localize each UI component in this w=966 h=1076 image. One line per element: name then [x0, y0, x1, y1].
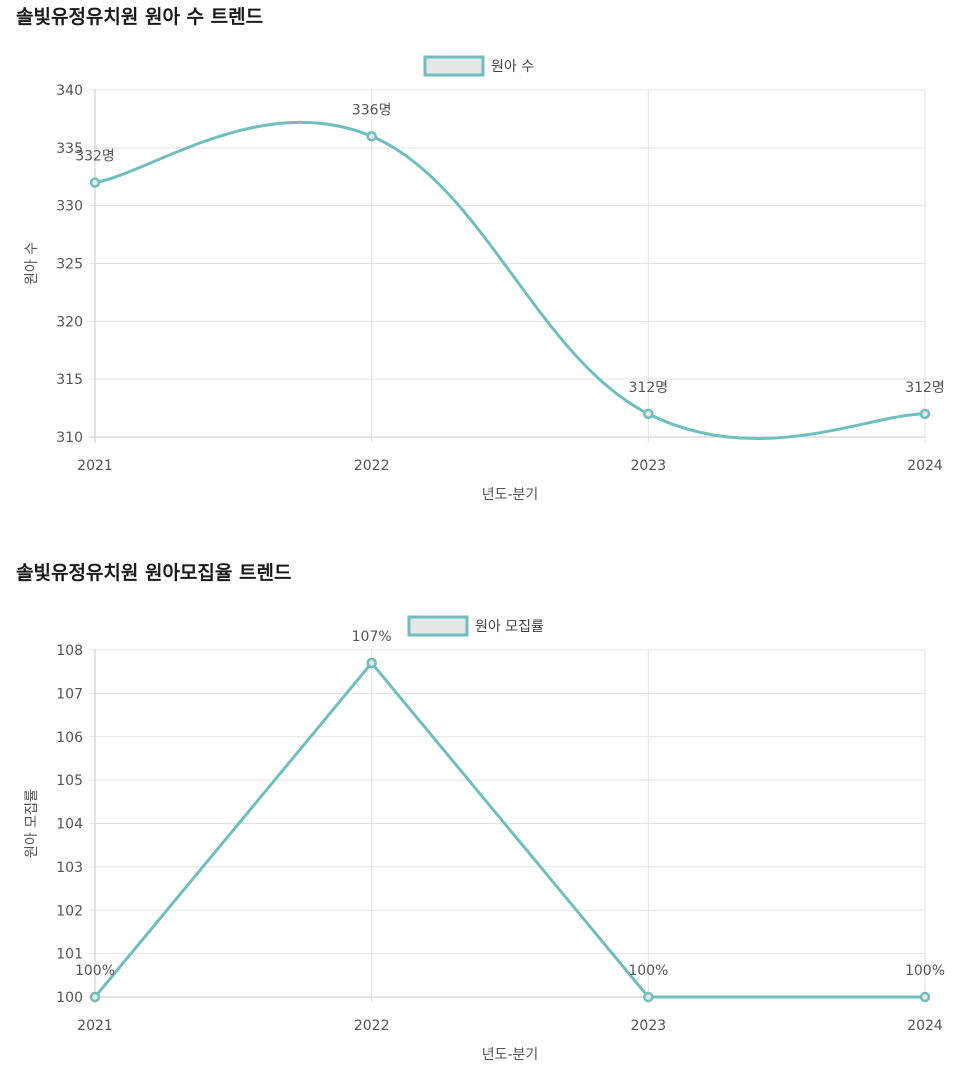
- x-tick-label: 2022: [354, 458, 390, 474]
- enrollment-count-chart: 솔빛유정유치원 원아 수 트렌드 340 335 330 325 320 315 310 20…: [16, 6, 945, 503]
- data-point: [366, 657, 377, 669]
- enrollment-rate-chart: 솔빛유정유치원 원아모집율 트렌드 108 107 106 105 104 103 102 1…: [0, 556, 966, 1076]
- y-tick-label: 108: [56, 643, 83, 659]
- y-tick-label: 103: [56, 860, 83, 876]
- data-label: 100%: [628, 963, 668, 979]
- data-point: [366, 131, 377, 142]
- x-tick-label: 2023: [631, 1018, 667, 1034]
- y-axis-title: 원아 수: [24, 242, 40, 285]
- data-label: 336명: [352, 102, 392, 118]
- chart-title: 솔빛유정유치원 원아모집율 트렌드: [16, 562, 292, 584]
- data-label: 107%: [352, 629, 392, 645]
- x-tick-label: 2024: [907, 1018, 943, 1034]
- x-tick-label: 2023: [631, 458, 667, 474]
- legend-swatch: [423, 55, 485, 77]
- x-tick-label: 2021: [77, 458, 113, 474]
- y-tick-label: 100: [56, 990, 83, 1006]
- legend-label: 원아 모집률: [475, 619, 544, 635]
- data-label: 100%: [905, 963, 945, 979]
- data-label: 332명: [75, 149, 115, 165]
- chart-title: 솔빛유정유치원 원아 수 트렌드: [16, 6, 264, 28]
- y-tick-label: 340: [56, 83, 83, 99]
- y-tick-label: 102: [56, 903, 83, 919]
- data-point: [89, 177, 101, 188]
- y-tick-label: 315: [56, 372, 83, 388]
- data-point: [643, 408, 654, 420]
- y-tick-label: 107: [56, 686, 83, 702]
- y-tick-label: 105: [56, 773, 83, 789]
- legend-label: 원아 수: [491, 59, 534, 75]
- x-axis-title: 년도-분기: [482, 487, 539, 503]
- data-point: [919, 408, 931, 420]
- y-tick-label: 325: [56, 257, 83, 273]
- legend-swatch: [407, 615, 469, 637]
- data-point: [919, 991, 931, 1003]
- x-tick-label: 2022: [354, 1018, 390, 1034]
- y-tick-label: 101: [56, 947, 83, 963]
- y-tick-label: 104: [56, 817, 83, 833]
- x-tick-label: 2021: [77, 1018, 113, 1034]
- y-axis-title: 원아 모집률: [24, 789, 40, 858]
- data-label: 312명: [629, 380, 669, 396]
- data-point: [89, 991, 101, 1003]
- y-tick-label: 330: [56, 199, 83, 215]
- y-tick-label: 106: [56, 730, 83, 746]
- chart-svg: 340 335 330 325 320 315 310 2021 2022 2023 2024 년도-…: [24, 55, 945, 503]
- series-line: [93, 660, 925, 999]
- data-point: [643, 991, 654, 1003]
- data-label: 312명: [905, 380, 945, 396]
- y-tick-label: 320: [56, 314, 83, 330]
- x-axis-title: 년도-분기: [482, 1047, 539, 1063]
- y-tick-label: 310: [56, 430, 83, 446]
- data-label: 100%: [75, 963, 115, 979]
- series-line: [94, 120, 926, 441]
- chart-svg: 108 107 106 105 104 103 102 101 100 2021 2022 2023 2…: [24, 615, 945, 1063]
- y-tick-label: 335: [56, 141, 83, 157]
- x-tick-label: 2024: [907, 458, 943, 474]
